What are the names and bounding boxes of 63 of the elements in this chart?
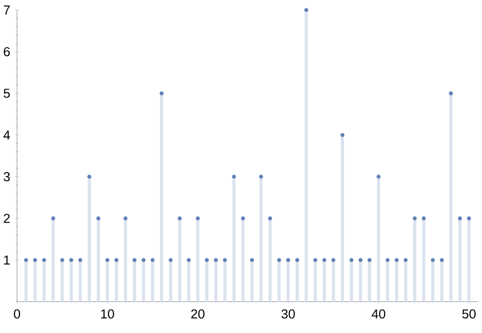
- point: [376, 174, 381, 179]
- x-tick-label: 10: [101, 309, 114, 319]
- point: [96, 216, 100, 220]
- point: [394, 258, 399, 262]
- y-tick-label: 3: [4, 172, 10, 182]
- y-tick-label: 4: [3, 130, 10, 140]
- point: [277, 258, 282, 262]
- point: [42, 258, 46, 262]
- point: [168, 258, 173, 262]
- point: [331, 258, 336, 262]
- point: [60, 258, 64, 262]
- point: [214, 258, 218, 262]
- point: [386, 258, 390, 262]
- point: [33, 258, 38, 262]
- point: [232, 174, 236, 179]
- y-tick-label: 7: [4, 6, 10, 14]
- x-tick-label: 50: [462, 309, 476, 319]
- point: [259, 174, 264, 179]
- point: [286, 258, 290, 262]
- point: [142, 258, 146, 262]
- point: [178, 216, 182, 220]
- point: [160, 91, 164, 96]
- x-tick-label: 20: [191, 309, 204, 319]
- point: [295, 258, 300, 262]
- x-tick-label: 30: [281, 309, 295, 319]
- point: [150, 258, 155, 262]
- point: [358, 258, 362, 262]
- point: [368, 258, 372, 262]
- point: [313, 258, 318, 262]
- point: [430, 258, 435, 262]
- point: [222, 258, 227, 262]
- point: [69, 258, 74, 262]
- point: [322, 258, 326, 262]
- x-tick-label: 40: [372, 309, 386, 319]
- point: [196, 216, 200, 220]
- y-tick-label: 1: [4, 256, 10, 264]
- point: [404, 258, 408, 262]
- point: [114, 258, 118, 262]
- point: [458, 216, 462, 220]
- x-tick-label: 0: [14, 309, 20, 319]
- point: [24, 258, 28, 262]
- point: [240, 216, 245, 220]
- point: [123, 216, 128, 220]
- point: [78, 258, 82, 262]
- point: [340, 133, 344, 138]
- point: [268, 216, 272, 220]
- point: [105, 258, 110, 262]
- point: [132, 258, 137, 262]
- point: [349, 258, 354, 262]
- y-tick-label: 2: [4, 214, 10, 223]
- y-tick-label: 5: [4, 88, 10, 98]
- point: [87, 174, 92, 179]
- point: [204, 258, 209, 262]
- point: [422, 216, 426, 220]
- y-tick-label: 6: [4, 47, 10, 56]
- point: [250, 258, 254, 262]
- point: [412, 216, 417, 220]
- point: [448, 91, 453, 96]
- point: [51, 216, 56, 220]
- point: [186, 258, 191, 262]
- point: [304, 8, 308, 12]
- point: [440, 258, 444, 262]
- point: [466, 216, 471, 220]
